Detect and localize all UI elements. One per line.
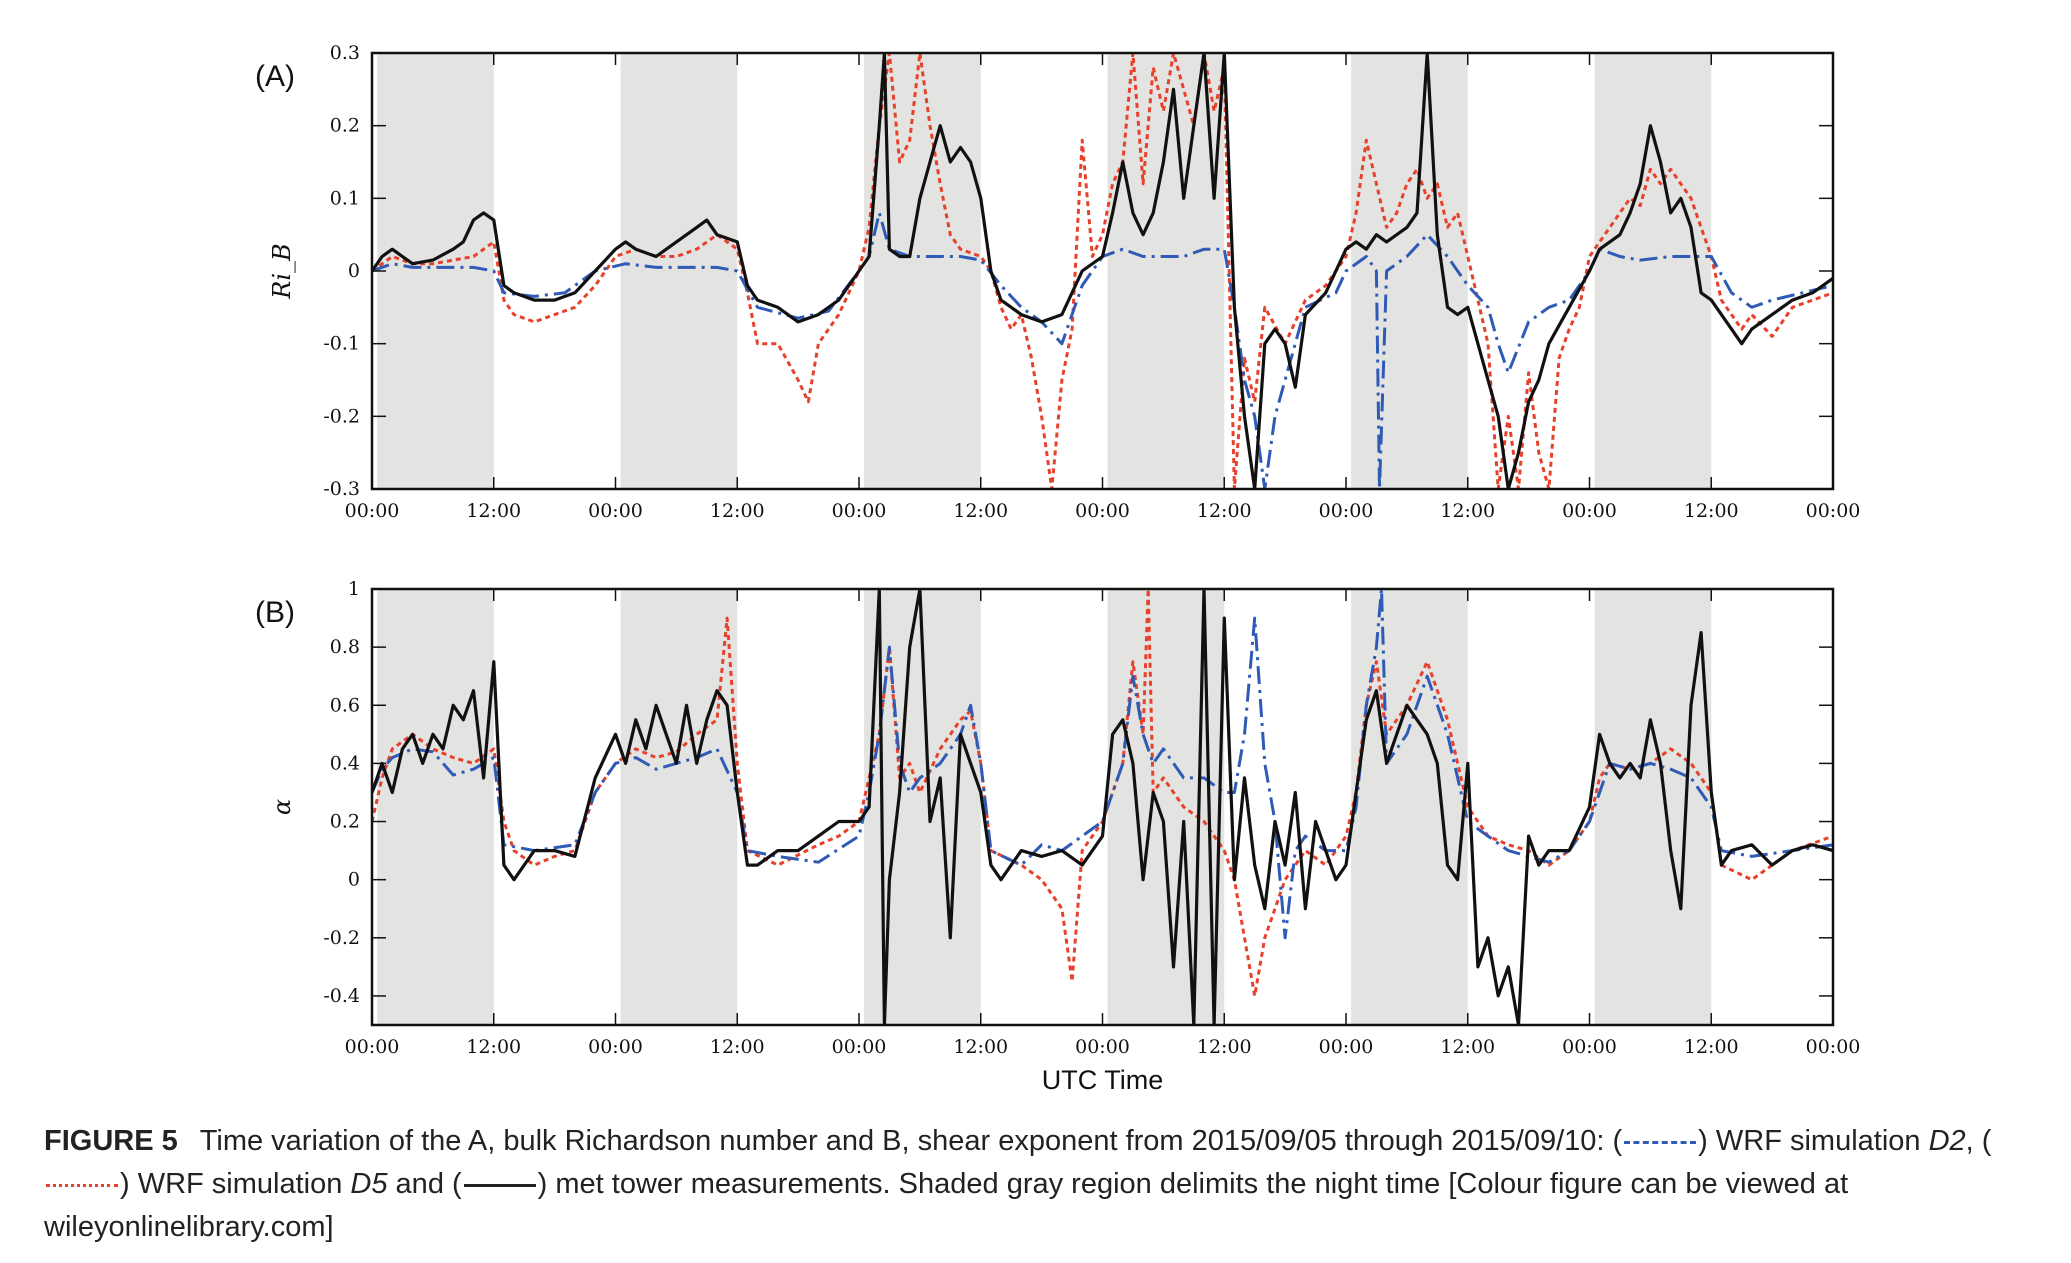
y-tick-label-7: 0.8: [330, 636, 360, 658]
x-tick-label-7: 00:00: [1075, 1036, 1130, 1058]
x-tick-label-8: 12:00: [1197, 1036, 1252, 1058]
panel-a-ri-b: -0.3 -0.2 -0.1 0 0.1 0.2 0.3 00:00 12:00 00:00 12:…: [255, 42, 1860, 522]
series-line-wrf-d2: [372, 211, 1833, 489]
y-tick-label-8: 1: [348, 578, 360, 600]
x-tick-label-11: 00:00: [1562, 500, 1617, 522]
y-tick-label-4: 0.2: [330, 811, 360, 833]
x-tick-label-12: 12:00: [1684, 500, 1739, 522]
y-tick-label-4: 0: [348, 260, 360, 282]
caption-text-6: ) met tower measurements. Shaded gray re…: [44, 1168, 1849, 1243]
x-tick-label-13: 00:00: [1806, 1036, 1861, 1058]
y-tick-label-5: 0.1: [330, 187, 360, 209]
x-tick-label-2: 12:00: [466, 500, 521, 522]
night-shade-1: [377, 53, 494, 489]
caption-figure-label: FIGURE 5: [44, 1125, 178, 1157]
x-tick-label-2: 12:00: [466, 1036, 521, 1058]
y-tick-label-7: 0.3: [330, 42, 360, 64]
y-axis-label: Ri_B: [268, 243, 296, 299]
x-tick-label-1: 00:00: [345, 500, 400, 522]
caption-d5: D5: [350, 1168, 388, 1200]
legend-swatch-tower: [463, 1184, 536, 1187]
panel-b-shear-exponent: -0.4 -0.2 0 0.2 0.4 0.6 0.8 1 00:00 12:00 00:00 12:…: [255, 578, 1860, 1095]
caption-d2: D2: [1928, 1125, 1966, 1157]
y-tick-label-1: -0.3: [323, 478, 360, 500]
night-shade-3: [864, 53, 981, 489]
x-tick-label-5: 00:00: [832, 1036, 887, 1058]
y-tick-label-6: 0.2: [330, 115, 360, 137]
y-tick-label-3: -0.1: [323, 333, 360, 355]
x-tick-label-4: 12:00: [710, 500, 765, 522]
x-tick-label-13: 00:00: [1806, 500, 1861, 522]
x-tick-label-10: 12:00: [1440, 1036, 1495, 1058]
panel-label: (A): [255, 60, 295, 93]
night-shade-5: [1351, 53, 1468, 489]
y-axis-label: α: [268, 799, 296, 815]
y-tick-label-2: -0.2: [323, 405, 360, 427]
night-shade-4: [1107, 53, 1225, 489]
y-tick-label-3: 0: [348, 869, 360, 891]
figure-caption: FIGURE 5 Time variation of the A, bulk Ri…: [44, 1120, 2054, 1249]
series-line-tower: [372, 53, 1833, 489]
x-tick-label-5: 00:00: [832, 500, 887, 522]
caption-text-5: and (: [387, 1168, 462, 1200]
x-tick-label-1: 00:00: [345, 1036, 400, 1058]
x-tick-label-3: 00:00: [588, 500, 643, 522]
x-tick-label-8: 12:00: [1197, 500, 1252, 522]
caption-text-4: ) WRF simulation: [120, 1168, 351, 1200]
series-line-tower: [372, 589, 1833, 1025]
x-tick-label-6: 12:00: [953, 500, 1008, 522]
night-shade-1: [377, 589, 494, 1025]
night-shade-2: [620, 53, 738, 489]
y-tick-label-5: 0.4: [330, 752, 360, 774]
x-axis-label: UTC Time: [1042, 1065, 1164, 1095]
caption-text-2: ) WRF simulation: [1698, 1125, 1929, 1157]
x-tick-label-6: 12:00: [953, 1036, 1008, 1058]
x-tick-label-11: 00:00: [1562, 1036, 1617, 1058]
y-tick-label-2: -0.2: [323, 927, 360, 949]
x-tick-label-10: 12:00: [1440, 500, 1495, 522]
night-shade-2: [620, 589, 738, 1025]
caption-text-1: Time variation of the A, bulk Richardson…: [199, 1125, 1623, 1157]
panel-label: (B): [255, 596, 295, 629]
legend-swatch-wrf-d5: [46, 1184, 118, 1187]
night-shade-6: [1594, 53, 1712, 489]
y-tick-label-6: 0.6: [330, 694, 360, 716]
night-shade-5: [1351, 589, 1468, 1025]
x-tick-label-3: 00:00: [588, 1036, 643, 1058]
caption-text-3: , (: [1965, 1125, 1992, 1157]
x-tick-label-7: 00:00: [1075, 500, 1130, 522]
x-tick-label-12: 12:00: [1684, 1036, 1739, 1058]
x-tick-label-9: 00:00: [1319, 500, 1374, 522]
x-tick-label-9: 00:00: [1319, 1036, 1374, 1058]
x-tick-label-4: 12:00: [710, 1036, 765, 1058]
night-shade-6: [1594, 589, 1712, 1025]
y-tick-label-1: -0.4: [323, 985, 360, 1007]
legend-swatch-wrf-d2: [1624, 1141, 1697, 1144]
